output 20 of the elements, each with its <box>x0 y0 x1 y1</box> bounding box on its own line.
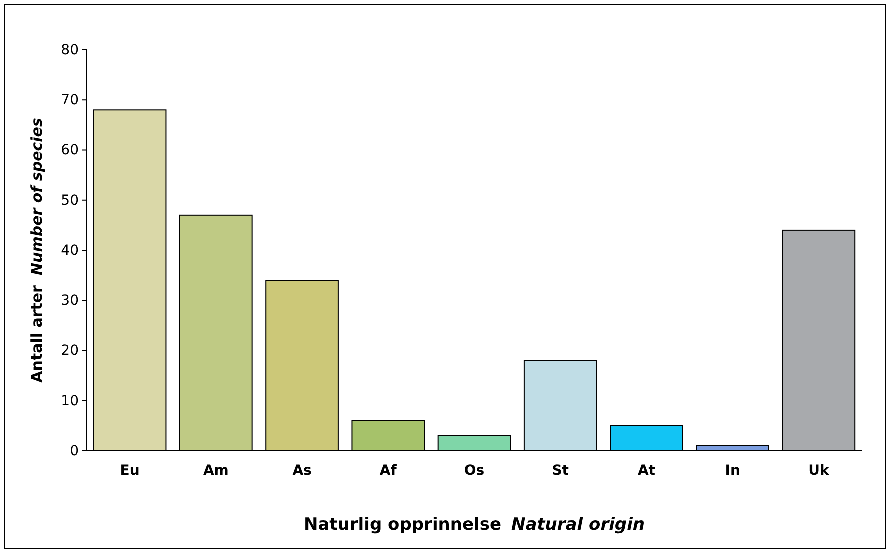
y-axis-title: Antall arter Number of species <box>28 118 46 383</box>
y-tick-label: 0 <box>70 443 79 460</box>
x-tick-label: Uk <box>808 462 830 479</box>
y-tick-label: 60 <box>61 142 79 159</box>
x-tick-label: As <box>292 462 312 479</box>
y-tick-label: 50 <box>61 192 79 209</box>
y-tick-label: 10 <box>61 393 79 410</box>
x-tick-label: Af <box>380 462 398 479</box>
y-tick-label: 70 <box>61 92 79 109</box>
x-tick-label: Am <box>203 462 229 479</box>
x-tick-label: In <box>725 462 740 479</box>
y-tick-label: 40 <box>61 242 79 259</box>
y-tick-label: 80 <box>61 42 79 58</box>
x-axis-title: Naturlig opprinnelse Natural origin <box>304 515 646 535</box>
x-tick-label: Eu <box>120 462 140 479</box>
x-tick-label: Os <box>464 462 485 479</box>
y-tick-label: 20 <box>61 343 79 360</box>
x-tick-label: St <box>552 462 570 479</box>
x-tick-label: At <box>638 462 656 479</box>
y-tick-label: 30 <box>61 293 79 310</box>
